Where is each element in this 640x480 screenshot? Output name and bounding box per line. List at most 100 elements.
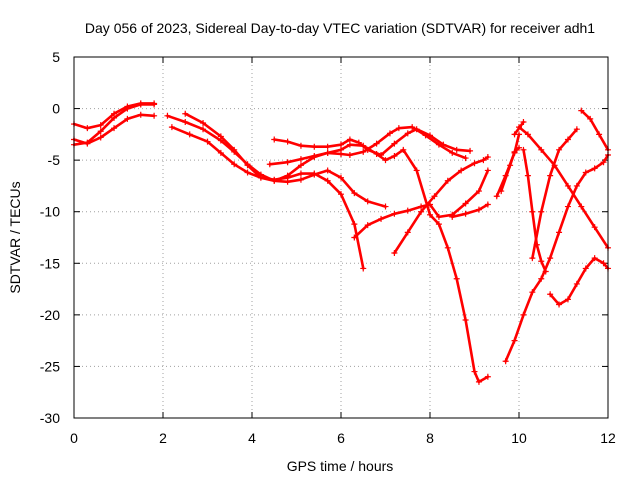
data-point-marker bbox=[311, 153, 318, 160]
data-point-marker bbox=[284, 159, 291, 166]
data-point-marker bbox=[182, 110, 189, 117]
data-point-marker bbox=[587, 115, 594, 122]
data-point-marker bbox=[453, 146, 460, 153]
data-point-marker bbox=[382, 203, 389, 210]
data-point-marker bbox=[346, 151, 353, 158]
data-point-marker bbox=[351, 234, 358, 241]
x-tick-label: 6 bbox=[337, 430, 345, 446]
data-point-marker bbox=[547, 291, 554, 298]
series-line bbox=[166, 114, 387, 208]
data-point-marker bbox=[217, 133, 224, 140]
data-point-marker bbox=[444, 177, 451, 184]
data-point-marker bbox=[529, 289, 536, 296]
data-point-marker bbox=[391, 210, 398, 217]
data-point-marker bbox=[284, 172, 291, 179]
data-point-marker bbox=[271, 136, 278, 143]
x-tick-label: 8 bbox=[426, 430, 434, 446]
data-point-marker bbox=[573, 126, 580, 133]
data-point-marker bbox=[462, 317, 469, 324]
y-tick-label: -5 bbox=[48, 152, 61, 168]
data-point-marker bbox=[338, 150, 344, 157]
data-point-marker bbox=[564, 296, 571, 303]
series-line bbox=[393, 155, 490, 255]
axis-ticks: 0 2 4 6 8 10 12 5 0 -5 -10 -15 -20 -25 -30 bbox=[40, 49, 616, 446]
data-point-marker bbox=[493, 193, 500, 200]
data-point-marker bbox=[84, 125, 91, 132]
data-point-marker bbox=[551, 162, 558, 169]
data-point-marker bbox=[404, 207, 411, 214]
y-tick-label: -15 bbox=[40, 255, 60, 271]
y-tick-label: 5 bbox=[52, 49, 60, 65]
chart-title: Day 056 of 2023, Sidereal Day-to-day VTE… bbox=[85, 20, 595, 36]
data-point-marker bbox=[591, 224, 598, 231]
data-point-marker bbox=[204, 138, 211, 145]
data-point-marker bbox=[364, 198, 371, 205]
data-point-marker bbox=[346, 141, 353, 148]
data-point-marker bbox=[324, 177, 331, 184]
grid-lines bbox=[74, 57, 608, 418]
data-point-marker bbox=[151, 101, 158, 108]
data-point-marker bbox=[346, 136, 353, 143]
data-point-marker bbox=[435, 213, 442, 220]
data-point-marker bbox=[217, 149, 224, 156]
data-point-marker bbox=[186, 131, 193, 138]
x-tick-label: 4 bbox=[248, 430, 256, 446]
series-line bbox=[451, 203, 490, 219]
data-point-marker bbox=[449, 149, 456, 156]
data-point-marker bbox=[351, 221, 358, 228]
series-pass-11 bbox=[449, 201, 491, 220]
data-point-marker bbox=[538, 275, 545, 282]
series-line bbox=[170, 125, 365, 270]
x-tick-label: 2 bbox=[159, 430, 167, 446]
y-tick-label: -20 bbox=[40, 307, 60, 323]
data-point-marker bbox=[573, 280, 580, 287]
series-line bbox=[517, 125, 610, 250]
data-point-marker bbox=[360, 148, 367, 155]
data-point-marker bbox=[324, 143, 331, 150]
series-line bbox=[268, 125, 467, 166]
data-point-marker bbox=[378, 215, 385, 222]
data-point-marker bbox=[502, 358, 509, 365]
data-point-marker bbox=[556, 229, 563, 236]
data-point-marker bbox=[591, 165, 598, 172]
data-point-marker bbox=[386, 130, 393, 137]
plot-frame bbox=[73, 56, 609, 419]
series-line bbox=[72, 103, 156, 146]
data-point-marker bbox=[564, 182, 571, 189]
data-point-marker bbox=[502, 172, 509, 179]
data-point-marker bbox=[97, 134, 104, 141]
series-pass-04 bbox=[164, 112, 389, 210]
data-point-marker bbox=[124, 105, 131, 112]
series-line bbox=[580, 109, 610, 152]
data-point-marker bbox=[538, 258, 545, 265]
data-point-marker bbox=[475, 188, 482, 195]
data-point-marker bbox=[484, 201, 491, 208]
data-point-marker bbox=[311, 170, 318, 177]
data-point-marker bbox=[573, 182, 580, 189]
data-point-marker bbox=[511, 337, 518, 344]
data-point-marker bbox=[520, 118, 527, 125]
data-point-marker bbox=[422, 132, 429, 139]
data-point-marker bbox=[395, 125, 402, 132]
data-point-marker bbox=[111, 114, 118, 121]
data-point-marker bbox=[529, 208, 536, 215]
data-point-marker bbox=[524, 131, 531, 138]
data-point-marker bbox=[400, 146, 407, 153]
data-point-marker bbox=[431, 193, 438, 200]
data-point-marker bbox=[297, 142, 304, 149]
series-pass-19 bbox=[547, 255, 611, 308]
data-point-marker bbox=[360, 265, 367, 272]
series-line bbox=[273, 127, 472, 157]
data-point-marker bbox=[600, 159, 607, 166]
data-point-marker bbox=[231, 146, 238, 153]
data-point-marker bbox=[297, 156, 304, 163]
data-point-marker bbox=[124, 115, 131, 122]
data-point-marker bbox=[168, 124, 175, 131]
data-point-marker bbox=[364, 222, 371, 229]
series-line bbox=[499, 146, 521, 193]
data-point-marker bbox=[564, 136, 571, 143]
data-point-marker bbox=[547, 255, 554, 262]
data-point-marker bbox=[378, 151, 385, 158]
data-point-marker bbox=[511, 131, 518, 138]
data-point-marker bbox=[471, 160, 478, 167]
